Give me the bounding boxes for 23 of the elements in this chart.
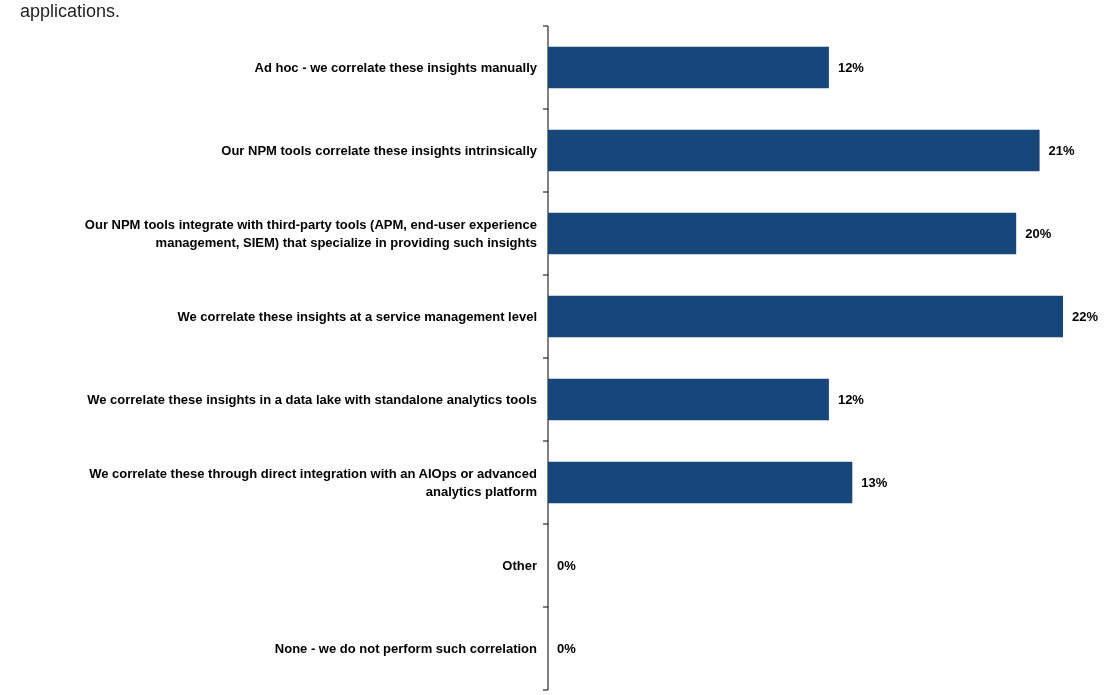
y-tick-label: We correlate these through direct integration with an AIOps or advanced analytics platform [89, 466, 538, 500]
data-label: 12% [837, 60, 865, 76]
y-tick-label: Ad hoc - we correlate these insights manually [254, 60, 538, 76]
bar [548, 378, 829, 421]
data-label: 0% [557, 641, 577, 657]
data-label: 13% [861, 475, 888, 491]
y-tick-label: Our NPM tools correlate these insights intrinsically [221, 143, 538, 159]
y-tick-label: None - we do not perform such correlation [274, 641, 538, 657]
bar [548, 46, 829, 89]
bar [548, 212, 1017, 255]
bar [548, 129, 1040, 172]
data-label: 22% [1072, 309, 1099, 325]
y-tick-label: Other [502, 558, 537, 574]
bar [548, 295, 1063, 338]
data-label: 0% [557, 558, 577, 574]
data-label: 12% [837, 392, 865, 408]
y-tick-label: Our NPM tools integrate with third-party tools (APM, end-user experience management, SIEM) that specialize in providing such insights [84, 217, 537, 251]
text: applications. [20, 1, 121, 21]
data-label: 20% [1025, 226, 1052, 242]
y-tick-label: We correlate these insights in a data lake with standalone analytics tools [87, 392, 537, 408]
y-tick-label: We correlate these insights at a service management level [177, 309, 537, 325]
data-label: 21% [1048, 143, 1076, 159]
bar [548, 461, 853, 504]
